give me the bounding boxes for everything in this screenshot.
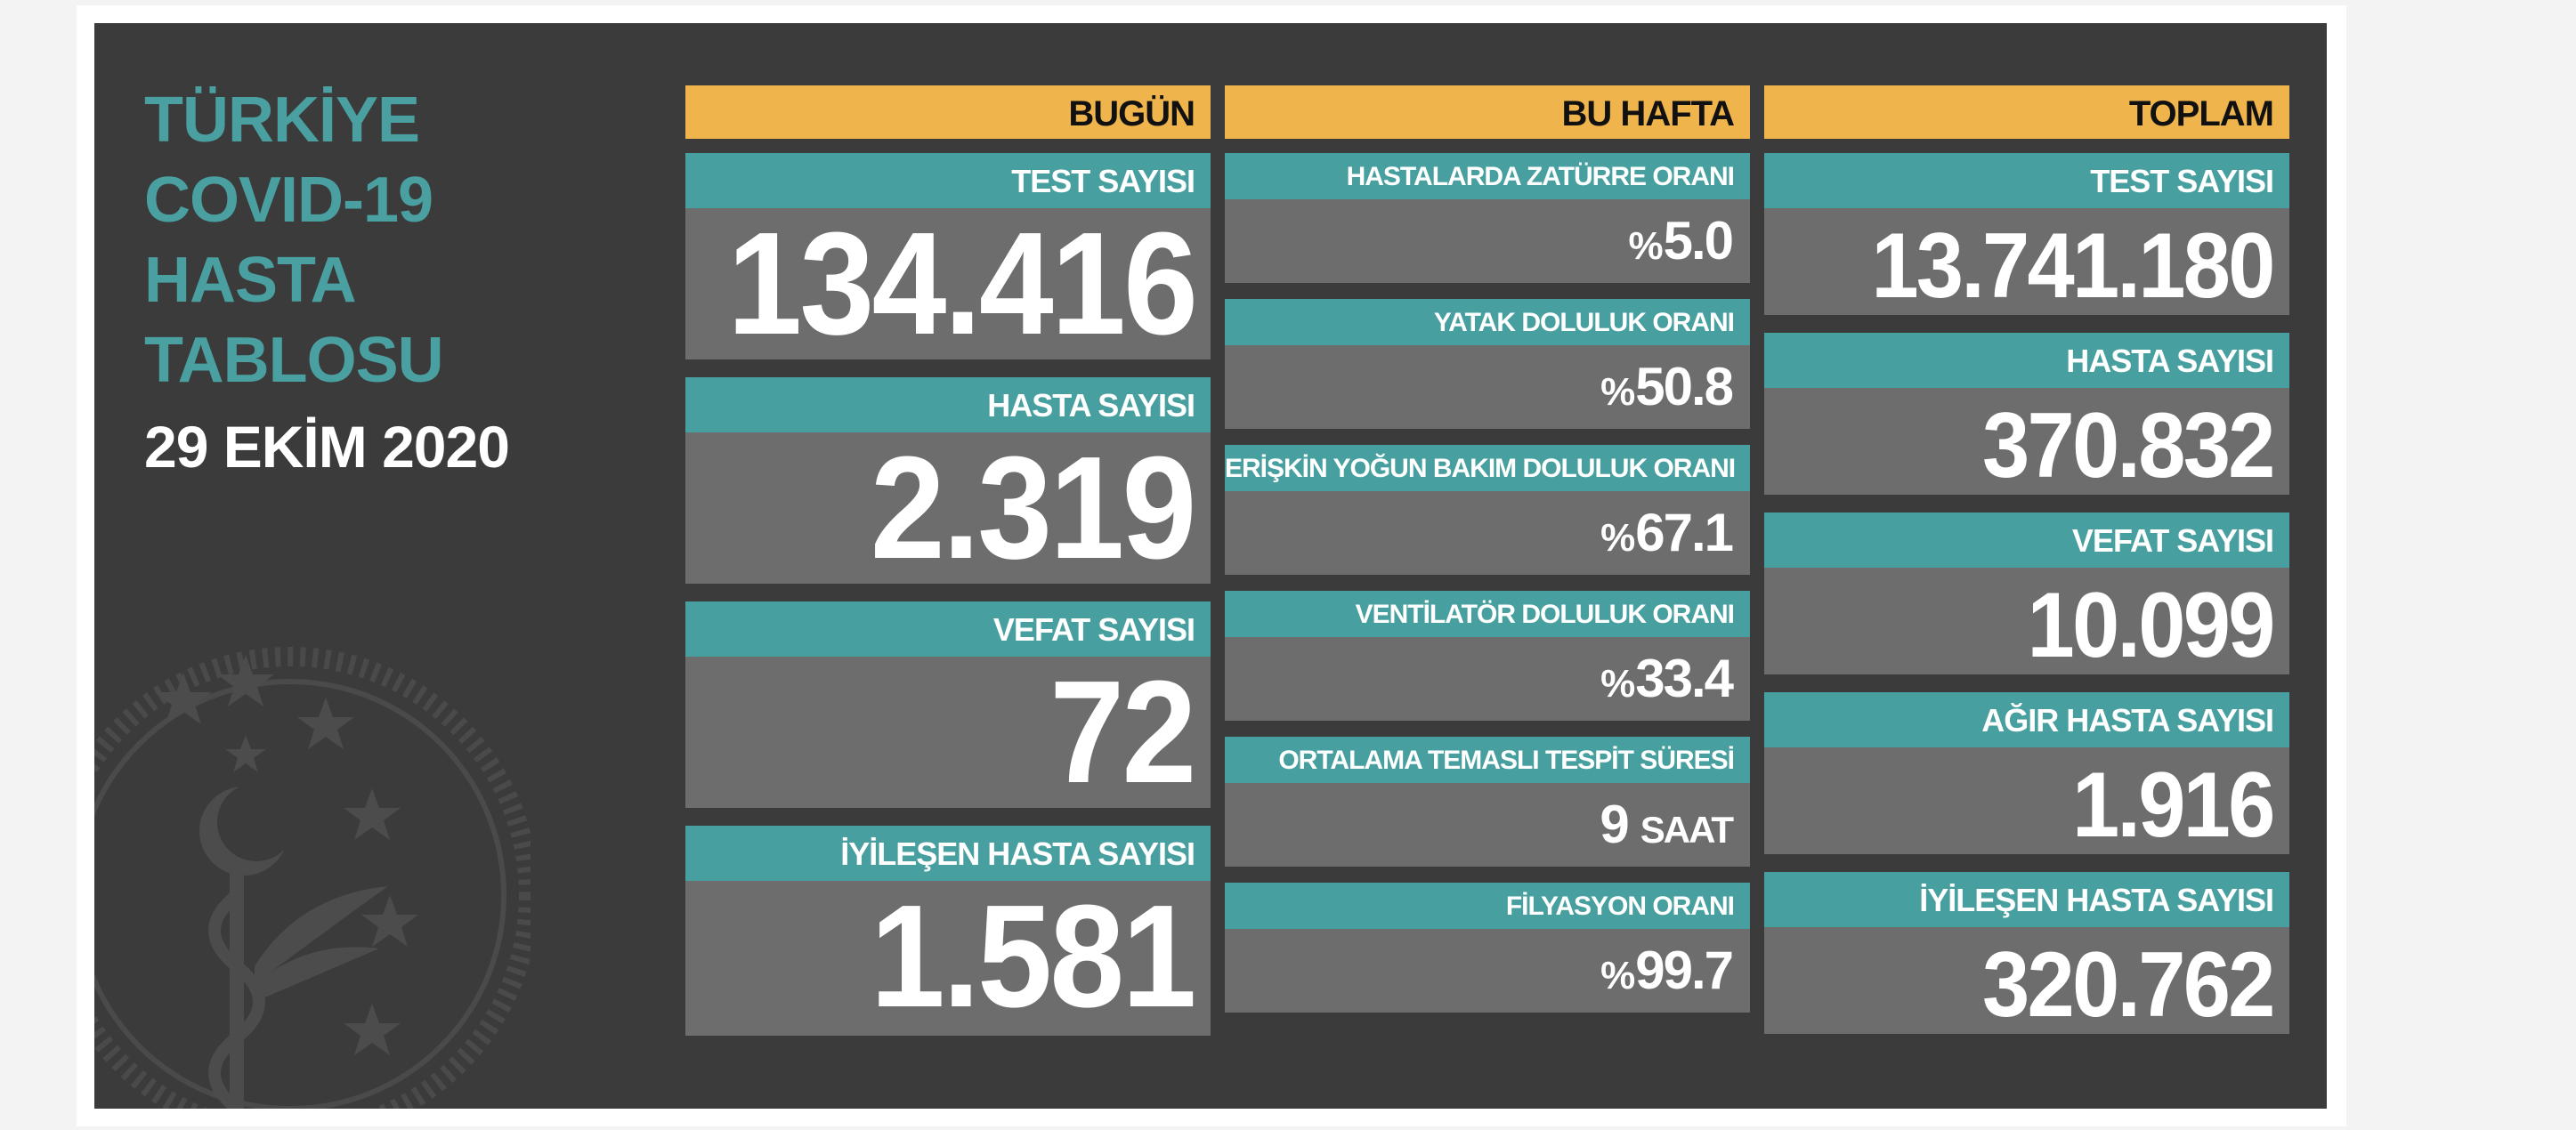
card-label: VEFAT SAYISI [685, 601, 1211, 657]
card-label: TEST SAYISI [685, 153, 1211, 208]
title-line: TABLOSU [144, 325, 444, 396]
covid-dashboard-board: TÜRKİYE COVID-19 HASTA TABLOSU 29 EKİM 2… [94, 23, 2327, 1109]
today-deaths-card: VEFAT SAYISI 72 [685, 601, 1211, 808]
card-value: 10.099 [2027, 574, 2276, 677]
card-label: AĞIR HASTA SAYISI [1764, 692, 2289, 747]
rate-value: 67.1 [1635, 503, 1734, 562]
total-critical-card: AĞIR HASTA SAYISI 1.916 [1764, 692, 2289, 857]
ministry-emblem-icon [94, 647, 531, 1109]
total-header: TOPLAM [1764, 85, 2289, 139]
today-cases-card: HASTA SAYISI 2.319 [685, 377, 1211, 584]
card-value: 2.319 [870, 426, 1197, 589]
this-week-column: BU HAFTA HASTALARDA ZATÜRRE ORANI %5.0 Y… [1225, 85, 1750, 1013]
card-value: 134.416 [727, 202, 1198, 365]
percent-sign: % [1600, 370, 1635, 414]
card-value: %50.8 [1225, 345, 1750, 434]
today-recovered-card: İYİLEŞEN HASTA SAYISI 1.581 [685, 826, 1211, 1036]
card-value: 1.916 [2071, 754, 2275, 857]
title-line: TÜRKİYE [144, 85, 420, 156]
report-date: 29 EKİM 2020 [144, 414, 510, 480]
total-test-card: TEST SAYISI 13.741.180 [1764, 153, 2289, 318]
card-label: HASTA SAYISI [1764, 333, 2289, 388]
dashboard-title: TÜRKİYE COVID-19 HASTA TABLOSU [144, 80, 444, 400]
rate-value: 50.8 [1635, 357, 1734, 416]
total-recovered-card: İYİLEŞEN HASTA SAYISI 320.762 [1764, 872, 2289, 1037]
bed-occupancy-card: YATAK DOLULUK ORANI %50.8 [1225, 299, 1750, 429]
card-label: HASTA SAYISI [685, 377, 1211, 432]
icu-occupancy-card: ERİŞKİN YOĞUN BAKIM DOLULUK ORANI %67.1 [1225, 445, 1750, 575]
duration-value: 9 [1600, 795, 1629, 854]
rate-value: 99.7 [1635, 940, 1734, 1000]
card-value: %33.4 [1225, 637, 1750, 726]
percent-sign: % [1600, 954, 1635, 997]
card-value: 320.762 [1982, 933, 2275, 1037]
rate-value: 5.0 [1663, 211, 1734, 270]
card-label: ERİŞKİN YOĞUN BAKIM DOLULUK ORANI [1225, 445, 1750, 491]
card-value: 1.581 [870, 875, 1197, 1037]
card-label: HASTALARDA ZATÜRRE ORANI [1225, 153, 1750, 199]
title-line: HASTA [144, 245, 357, 316]
today-header: BUGÜN [685, 85, 1211, 139]
card-label: VENTİLATÖR DOLULUK ORANI [1225, 591, 1750, 637]
total-column: TOPLAM TEST SAYISI 13.741.180 HASTA SAYI… [1764, 85, 2289, 1037]
card-label: İYİLEŞEN HASTA SAYISI [1764, 872, 2289, 927]
percent-sign: % [1628, 224, 1663, 268]
total-cases-card: HASTA SAYISI 370.832 [1764, 333, 2289, 497]
ventilator-occupancy-card: VENTİLATÖR DOLULUK ORANI %33.4 [1225, 591, 1750, 721]
card-label: ORTALAMA TEMASLI TESPİT SÜRESİ [1225, 737, 1750, 783]
contact-tracing-time-card: ORTALAMA TEMASLI TESPİT SÜRESİ 9 SAAT [1225, 737, 1750, 867]
this-week-header: BU HAFTA [1225, 85, 1750, 139]
card-value: %5.0 [1225, 199, 1750, 288]
rate-value: 33.4 [1635, 649, 1734, 708]
duration-unit: SAAT [1640, 809, 1734, 851]
total-deaths-card: VEFAT SAYISI 10.099 [1764, 513, 2289, 677]
card-value: 9 SAAT [1225, 783, 1750, 872]
card-label: VEFAT SAYISI [1764, 513, 2289, 568]
percent-sign: % [1600, 662, 1635, 706]
today-column: BUGÜN TEST SAYISI 134.416 HASTA SAYISI 2… [685, 85, 1211, 1036]
card-label: FİLYASYON ORANI [1225, 883, 1750, 929]
today-test-card: TEST SAYISI 134.416 [685, 153, 1211, 359]
card-value: 72 [1049, 650, 1196, 813]
pneumonia-rate-card: HASTALARDA ZATÜRRE ORANI %5.0 [1225, 153, 1750, 283]
card-label: İYİLEŞEN HASTA SAYISI [685, 826, 1211, 881]
title-line: COVID-19 [144, 165, 433, 236]
card-value: %67.1 [1225, 491, 1750, 580]
filiation-rate-card: FİLYASYON ORANI %99.7 [1225, 883, 1750, 1013]
card-value: 370.832 [1982, 394, 2275, 497]
card-label: TEST SAYISI [1764, 153, 2289, 208]
percent-sign: % [1600, 516, 1635, 560]
card-value: 13.741.180 [1871, 214, 2275, 318]
card-label: YATAK DOLULUK ORANI [1225, 299, 1750, 345]
card-value: %99.7 [1225, 929, 1750, 1018]
